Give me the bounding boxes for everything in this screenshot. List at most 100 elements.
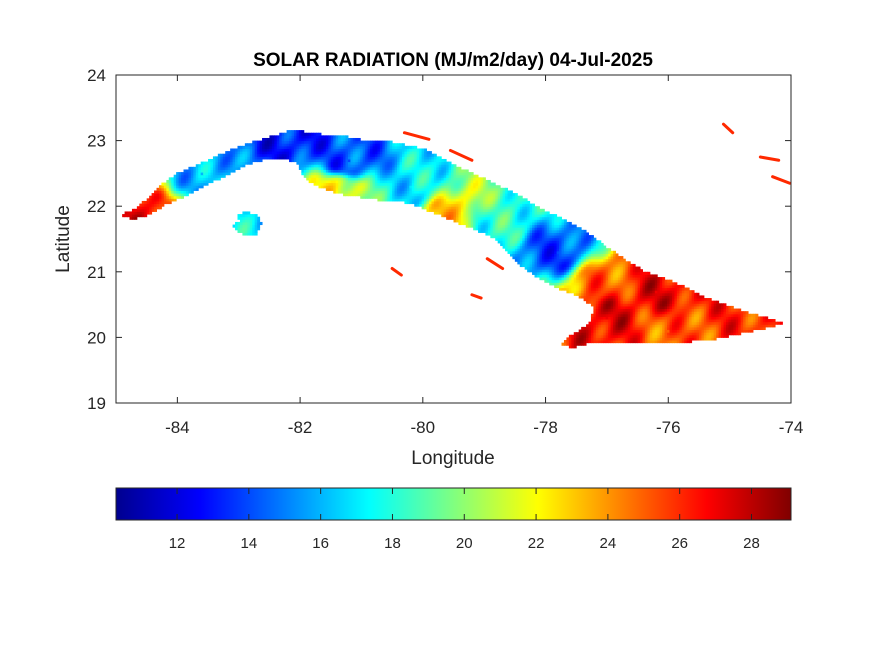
- radiation-cell: [600, 261, 604, 265]
- radiation-cell: [568, 237, 572, 241]
- radiation-cell: [644, 319, 648, 323]
- radiation-cell: [514, 256, 518, 260]
- radiation-cell: [615, 277, 619, 281]
- radiation-cell: [453, 219, 457, 223]
- radiation-cell: [507, 240, 511, 244]
- radiation-cell: [495, 214, 499, 218]
- radiation-cell: [220, 164, 224, 168]
- radiation-cell: [620, 269, 624, 273]
- radiation-cell: [190, 166, 194, 170]
- radiation-cell: [573, 237, 577, 241]
- radiation-cell: [242, 158, 246, 163]
- radiation-cell: [627, 340, 631, 344]
- radiation-cell: [485, 193, 489, 197]
- radiation-cell: [524, 211, 528, 215]
- radiation-cell: [571, 250, 575, 254]
- radiation-cell: [247, 224, 251, 228]
- radiation-cell: [654, 308, 658, 312]
- radiation-cell: [640, 284, 643, 289]
- radiation-cell: [458, 185, 462, 189]
- radiation-cell: [414, 161, 418, 165]
- radiation-cell: [448, 164, 452, 168]
- radiation-cell: [605, 324, 609, 328]
- radiation-cell: [333, 161, 337, 165]
- radiation-cell: [355, 140, 359, 144]
- radiation-cell: [473, 179, 477, 184]
- radiation-cell: [595, 258, 599, 262]
- radiation-cell: [598, 334, 602, 338]
- radiation-cell: [284, 151, 288, 155]
- radiation-cell: [698, 337, 702, 341]
- radiation-cell: [622, 340, 626, 344]
- radiation-cell: [536, 214, 540, 218]
- radiation-cell: [478, 193, 481, 197]
- radiation-cell: [419, 158, 423, 163]
- radiation-cell: [617, 319, 621, 323]
- radiation-cell: [635, 266, 639, 270]
- radiation-cell: [330, 143, 334, 147]
- radiation-cell: [478, 200, 481, 205]
- radiation-cell: [181, 172, 184, 176]
- radiation-cell: [534, 240, 538, 244]
- radiation-cell: [617, 271, 621, 275]
- radiation-cell: [617, 337, 621, 341]
- radiation-cell: [242, 153, 246, 157]
- radiation-cell: [644, 324, 648, 328]
- radiation-cell: [514, 245, 518, 249]
- radiation-cell: [659, 326, 663, 331]
- radiation-cell: [615, 298, 619, 302]
- radiation-cell: [171, 185, 175, 189]
- radiation-cell: [600, 279, 604, 283]
- radiation-cell: [436, 206, 440, 210]
- radiation-cell: [593, 263, 597, 268]
- radiation-cell: [338, 185, 342, 189]
- radiation-cell: [301, 166, 305, 170]
- radiation-cell: [379, 140, 383, 144]
- radiation-cell: [554, 279, 558, 283]
- radiation-cell: [728, 321, 732, 325]
- radiation-cell: [335, 143, 339, 147]
- radiation-cell: [740, 319, 744, 323]
- radiation-cell: [505, 203, 508, 207]
- radiation-cell: [563, 258, 567, 262]
- radiation-cell: [377, 164, 381, 168]
- radiation-cell: [541, 248, 545, 252]
- radiation-cell: [595, 321, 599, 325]
- radiation-cell: [323, 166, 327, 170]
- radiation-cell: [176, 182, 180, 186]
- radiation-cell: [382, 195, 386, 199]
- radiation-cell: [259, 148, 263, 152]
- radiation-cell: [698, 305, 702, 310]
- radiation-cell: [232, 151, 236, 155]
- radiation-cell: [230, 164, 234, 168]
- radiation-cell: [512, 214, 516, 218]
- radiation-cell: [335, 177, 339, 181]
- radiation-cell: [426, 203, 430, 207]
- radiation-cell: [178, 185, 182, 189]
- radiation-cell: [372, 195, 376, 199]
- radiation-cell: [644, 282, 648, 286]
- radiation-cell: [424, 151, 427, 155]
- radiation-cell: [254, 216, 258, 220]
- radiation-cell: [664, 292, 668, 296]
- radiation-cell: [667, 326, 670, 331]
- radiation-cell: [603, 324, 607, 328]
- radiation-cell: [333, 187, 337, 191]
- radiation-cell: [694, 319, 697, 323]
- radiation-cell: [350, 174, 354, 178]
- radiation-cell: [166, 190, 170, 194]
- radiation-cell: [404, 187, 408, 191]
- radiation-cell: [374, 140, 378, 144]
- radiation-cell: [659, 305, 663, 310]
- radiation-cell: [495, 185, 499, 189]
- radiation-cell: [492, 235, 496, 239]
- radiation-cell: [554, 229, 558, 233]
- radiation-cell: [669, 326, 673, 331]
- radiation-cell: [595, 308, 599, 312]
- radiation-cell: [605, 279, 609, 283]
- radiation-cell: [740, 316, 744, 320]
- radiation-cell: [316, 145, 319, 149]
- radiation-cell: [355, 185, 359, 189]
- radiation-cell: [252, 227, 256, 231]
- radiation-cell: [266, 143, 270, 147]
